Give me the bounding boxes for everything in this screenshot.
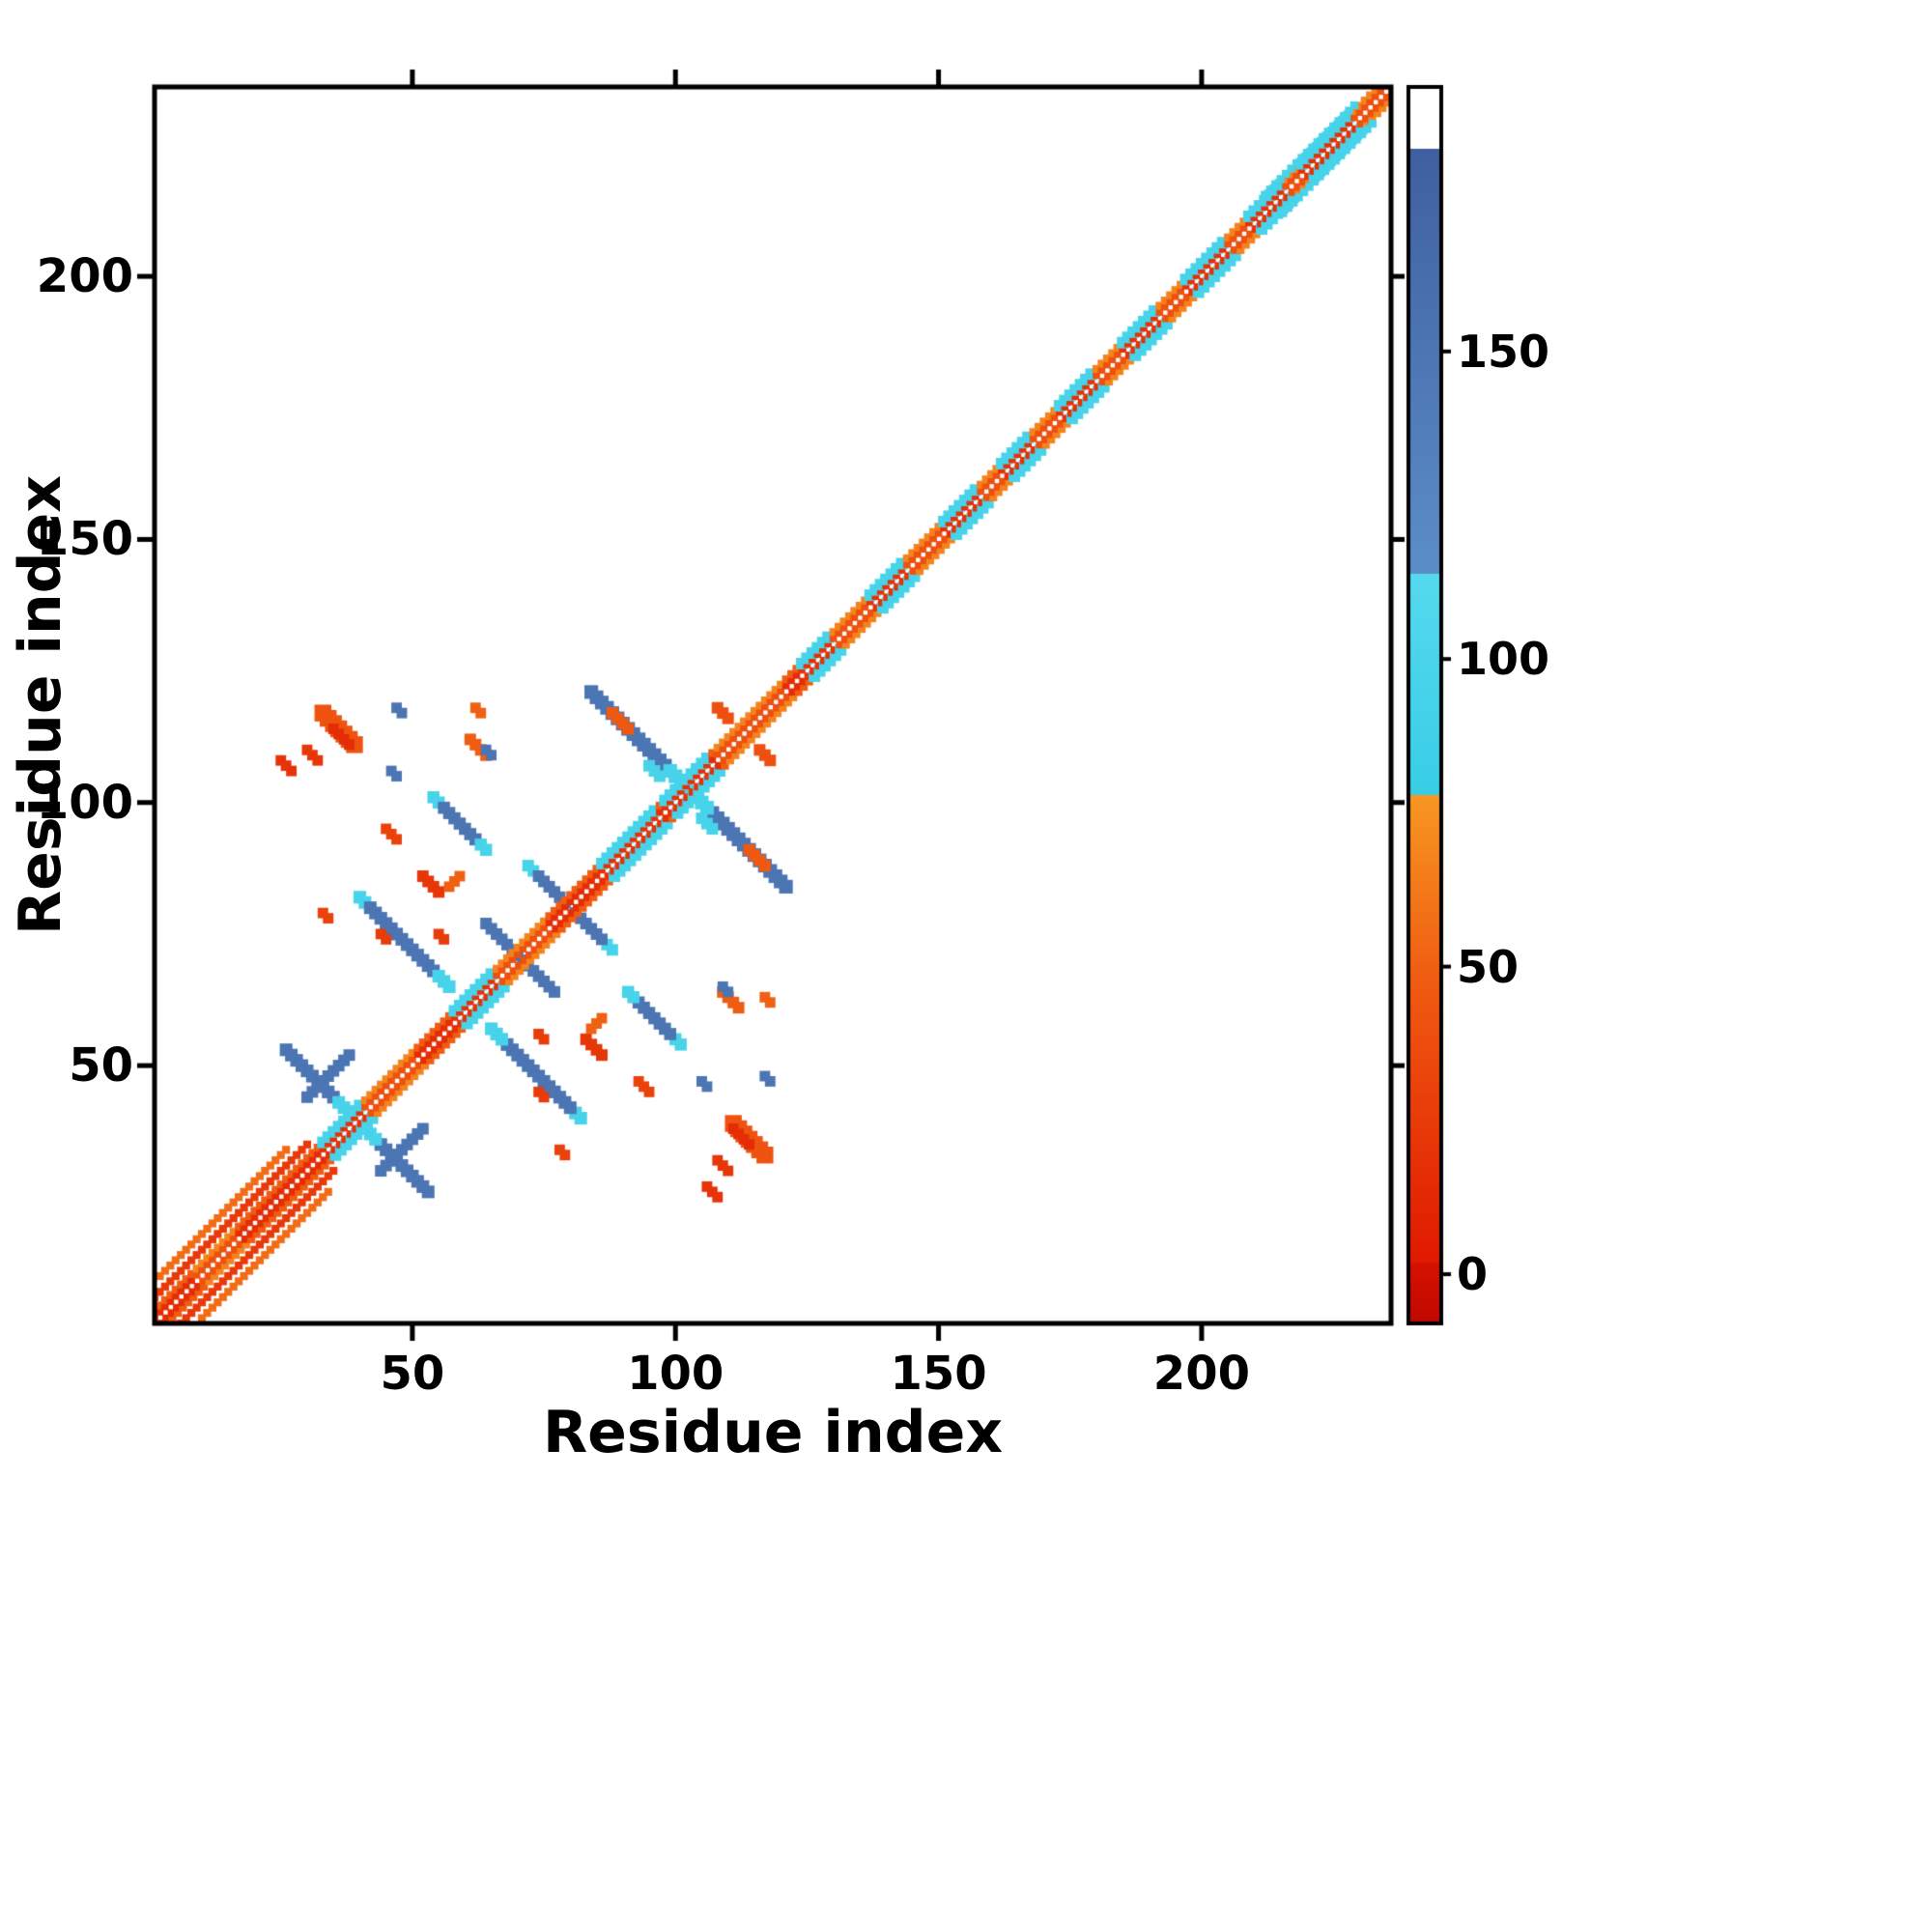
colorbar-tick-label: 100 <box>1457 633 1550 686</box>
colorbar-tick-label: 150 <box>1457 325 1550 378</box>
colorbar-tick-label: 0 <box>1457 1248 1489 1301</box>
x-tick-label: 50 <box>380 1347 445 1401</box>
x-tick-label: 100 <box>627 1347 724 1401</box>
x-axis-label: Residue index <box>542 1399 1004 1466</box>
x-tick-label: 200 <box>1152 1347 1251 1401</box>
y-tick-label: 200 <box>36 249 133 304</box>
y-tick-label: 100 <box>36 775 133 830</box>
x-tick-label: 150 <box>890 1347 987 1401</box>
colorbar-tick-label: 50 <box>1457 940 1520 993</box>
y-tick-label: 150 <box>36 512 133 567</box>
y-tick-label: 50 <box>69 1038 133 1094</box>
